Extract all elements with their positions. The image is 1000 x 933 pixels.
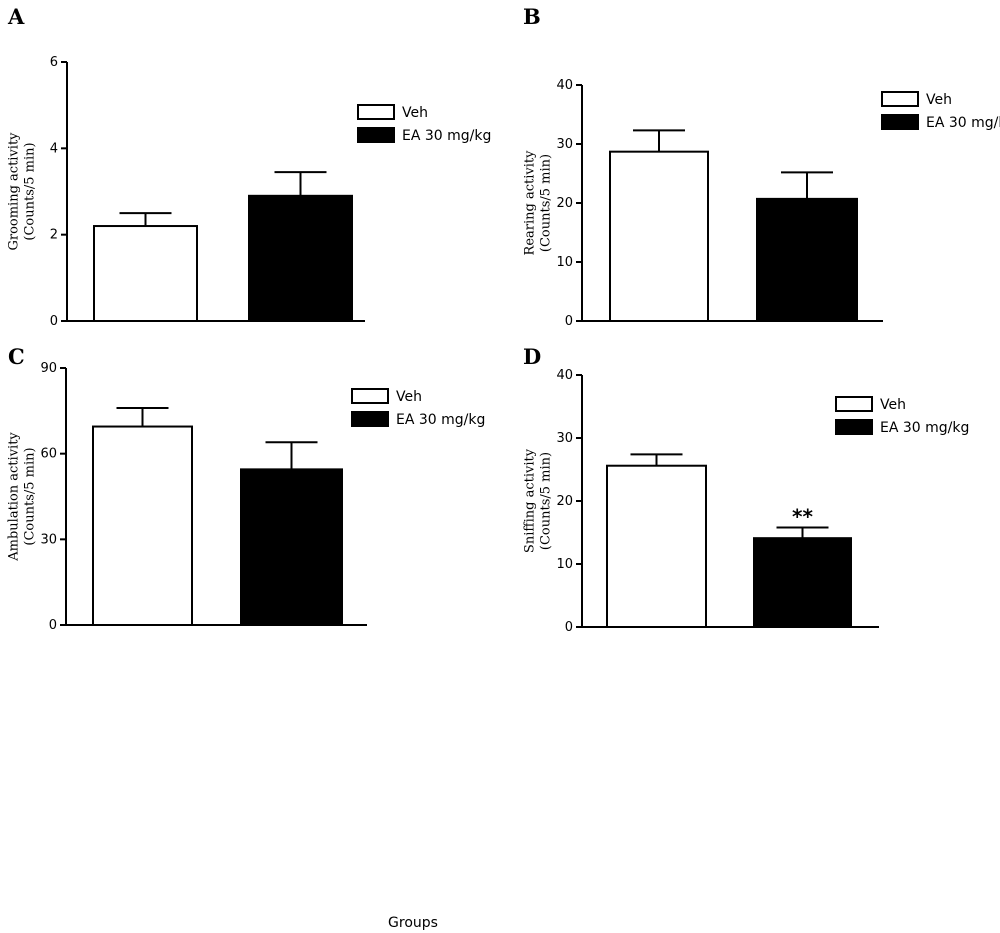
- legend-label-veh: Veh: [402, 105, 428, 121]
- panel-letter: D: [523, 344, 541, 369]
- panel-c: C 0 30 60 90 Ambulation activity (Counts/5 min…: [7, 344, 486, 633]
- y-tick-label: 0: [565, 314, 573, 329]
- y-axis-label-units: (Counts/5 min): [23, 142, 38, 240]
- y-tick-label: 0: [49, 618, 57, 633]
- legend-swatch-veh: [351, 388, 389, 404]
- legend-label-veh: Veh: [880, 397, 906, 413]
- legend: Veh EA 30 mg/kg: [881, 91, 1000, 131]
- bar-ea: [756, 197, 858, 322]
- panel-b: B 0 10 20 30 40 Rearing activity (Counts/5 min)…: [523, 4, 1000, 329]
- panel-a: A 0 2 4 6 Grooming activity (Counts/5 min) Veh E…: [7, 4, 492, 329]
- panel-letter: B: [523, 4, 541, 29]
- legend-swatch-ea: [881, 114, 919, 130]
- legend: Veh EA 30 mg/kg: [351, 388, 485, 428]
- bar-veh: [93, 225, 198, 323]
- panel-d: D 0 10 20 30 40 Sniffing activity (Counts/5 min…: [523, 344, 970, 635]
- y-tick-label: 0: [50, 314, 58, 329]
- legend: Veh EA 30 mg/kg: [357, 104, 491, 144]
- y-tick-label: 30: [556, 431, 573, 446]
- y-tick-label: 6: [50, 55, 58, 70]
- bar-veh: [606, 464, 707, 628]
- y-tick-label: 20: [556, 196, 573, 211]
- bar-veh: [92, 425, 193, 626]
- y-tick-label: 4: [50, 141, 58, 156]
- significance-marker: **: [792, 504, 813, 528]
- y-axis-label: Rearing activity: [523, 150, 538, 256]
- y-tick-label: 40: [556, 368, 573, 383]
- legend-label-ea: EA 30 mg/kg: [880, 420, 969, 436]
- y-tick-label: 30: [556, 137, 573, 152]
- bar-ea: [753, 537, 852, 628]
- legend-swatch-veh: [881, 91, 919, 107]
- panel-letter: C: [8, 344, 25, 369]
- y-tick-label: 10: [556, 557, 573, 572]
- legend-swatch-veh: [357, 104, 395, 120]
- y-tick-label: 60: [40, 447, 57, 462]
- bar-ea: [240, 468, 343, 626]
- y-axis-label: Sniffing activity: [523, 448, 538, 553]
- legend-swatch-veh: [835, 396, 873, 412]
- bar-veh: [609, 150, 709, 322]
- y-axis-label: Ambulation activity: [7, 432, 22, 562]
- legend-swatch-ea: [835, 419, 873, 435]
- legend: Veh EA 30 mg/kg: [835, 396, 969, 436]
- legend-label-veh: Veh: [926, 92, 952, 108]
- y-tick-label: 0: [565, 620, 573, 635]
- legend-swatch-ea: [357, 127, 395, 143]
- y-axis-label-units: (Counts/5 min): [539, 452, 554, 550]
- y-axis-label: Grooming activity: [7, 132, 22, 251]
- bar-ea: [248, 194, 353, 322]
- panel-letter: A: [7, 4, 25, 29]
- x-axis-group-label: Groups: [388, 915, 438, 931]
- y-axis-label-units: (Counts/5 min): [23, 447, 38, 545]
- y-tick-label: 90: [40, 361, 57, 376]
- legend-label-ea: EA 30 mg/kg: [396, 412, 485, 428]
- legend-swatch-ea: [351, 411, 389, 427]
- legend-label-ea: EA 30 mg/kg: [926, 115, 1000, 131]
- legend-label-veh: Veh: [396, 389, 422, 405]
- y-axis-label-units: (Counts/5 min): [539, 154, 554, 252]
- y-tick-label: 10: [556, 255, 573, 270]
- legend-label-ea: EA 30 mg/kg: [402, 128, 491, 144]
- y-tick-label: 40: [556, 78, 573, 93]
- y-tick-label: 2: [50, 228, 58, 243]
- y-tick-label: 30: [40, 532, 57, 547]
- y-tick-label: 20: [556, 494, 573, 509]
